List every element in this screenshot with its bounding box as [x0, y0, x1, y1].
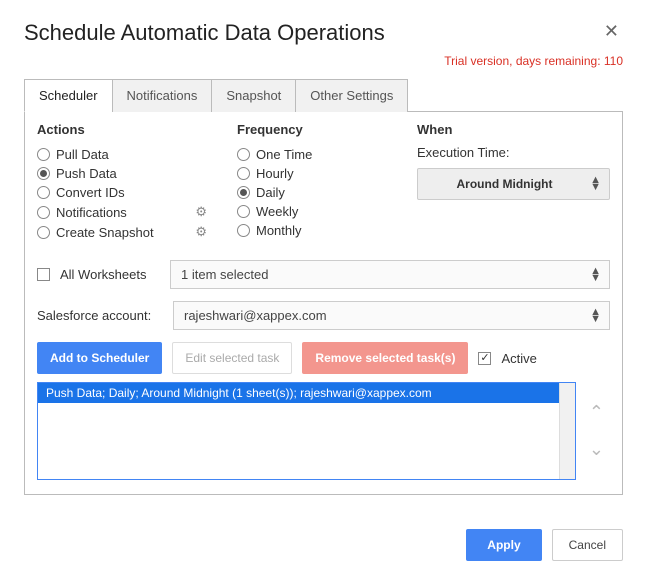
edit-task-button[interactable]: Edit selected task: [172, 342, 292, 374]
dialog-footer: Apply Cancel: [0, 515, 647, 561]
close-icon[interactable]: ✕: [600, 20, 623, 42]
worksheets-row: All Worksheets 1 item selected ▲▼: [37, 260, 610, 289]
actions-heading: Actions: [37, 122, 237, 137]
salesforce-label: Salesforce account:: [37, 308, 163, 323]
tab-snapshot[interactable]: Snapshot: [211, 79, 296, 112]
radio-icon: [237, 224, 250, 237]
task-listbox[interactable]: Push Data; Daily; Around Midnight (1 she…: [37, 382, 576, 480]
active-label: Active: [501, 351, 536, 366]
execution-time-value: Around Midnight: [457, 177, 553, 191]
action-label: Pull Data: [56, 147, 109, 162]
radio-icon: [237, 167, 250, 180]
salesforce-account-select[interactable]: rajeshwari@xappex.com ▲▼: [173, 301, 610, 330]
freq-label: Daily: [256, 185, 285, 200]
when-column: When Execution Time: Around Midnight ▲▼: [417, 122, 610, 242]
reorder-controls: ⌃ ⌄: [589, 402, 604, 460]
radio-icon: [237, 205, 250, 218]
task-list-wrapper: Push Data; Daily; Around Midnight (1 she…: [37, 382, 576, 480]
action-convert-ids[interactable]: Convert IDs: [37, 183, 237, 202]
task-list-inner: Push Data; Daily; Around Midnight (1 she…: [38, 383, 559, 479]
radio-icon: [37, 206, 50, 219]
salesforce-row: Salesforce account: rajeshwari@xappex.co…: [37, 301, 610, 330]
freq-label: One Time: [256, 147, 312, 162]
action-label: Push Data: [56, 166, 117, 181]
actions-column: Actions Pull Data Push Data Convert IDs …: [37, 122, 237, 242]
trial-notice: Trial version, days remaining: 110: [24, 54, 623, 68]
cancel-button[interactable]: Cancel: [552, 529, 623, 561]
active-checkbox[interactable]: [478, 352, 491, 365]
tab-bar: Scheduler Notifications Snapshot Other S…: [24, 78, 623, 112]
tab-other-settings[interactable]: Other Settings: [295, 79, 408, 112]
move-down-icon[interactable]: ⌄: [589, 439, 604, 460]
radio-icon: [37, 186, 50, 199]
remove-task-button[interactable]: Remove selected task(s): [302, 342, 468, 374]
freq-label: Monthly: [256, 223, 302, 238]
all-worksheets-label: All Worksheets: [60, 267, 160, 282]
frequency-heading: Frequency: [237, 122, 417, 137]
gear-icon[interactable]: ⚙: [195, 224, 207, 240]
dialog: Schedule Automatic Data Operations ✕ Tri…: [0, 0, 647, 515]
radio-icon: [237, 148, 250, 161]
add-to-scheduler-button[interactable]: Add to Scheduler: [37, 342, 162, 374]
updown-icon: ▲▼: [590, 268, 601, 282]
salesforce-value: rajeshwari@xappex.com: [184, 308, 327, 323]
task-buttons-row: Add to Scheduler Edit selected task Remo…: [37, 342, 610, 374]
radio-icon: [37, 226, 50, 239]
worksheets-value: 1 item selected: [181, 267, 268, 282]
tab-scheduler[interactable]: Scheduler: [24, 79, 113, 112]
updown-icon: ▲▼: [590, 177, 601, 191]
action-notifications[interactable]: Notifications ⚙: [37, 202, 237, 222]
scrollbar[interactable]: [559, 383, 575, 479]
action-push-data[interactable]: Push Data: [37, 164, 237, 183]
execution-time-label: Execution Time:: [417, 145, 610, 160]
freq-weekly[interactable]: Weekly: [237, 202, 417, 221]
radio-icon: [37, 167, 50, 180]
worksheets-select[interactable]: 1 item selected ▲▼: [170, 260, 610, 289]
freq-daily[interactable]: Daily: [237, 183, 417, 202]
freq-label: Hourly: [256, 166, 294, 181]
when-heading: When: [417, 122, 610, 137]
dialog-title: Schedule Automatic Data Operations: [24, 20, 385, 46]
frequency-column: Frequency One Time Hourly Daily Weekly: [237, 122, 417, 242]
tab-notifications[interactable]: Notifications: [112, 79, 213, 112]
action-label: Notifications: [56, 205, 127, 220]
radio-icon: [37, 148, 50, 161]
gear-icon[interactable]: ⚙: [195, 204, 207, 220]
all-worksheets-checkbox[interactable]: [37, 268, 50, 281]
action-label: Convert IDs: [56, 185, 125, 200]
dialog-header: Schedule Automatic Data Operations ✕: [24, 20, 623, 46]
freq-label: Weekly: [256, 204, 298, 219]
freq-one-time[interactable]: One Time: [237, 145, 417, 164]
action-label: Create Snapshot: [56, 225, 154, 240]
apply-button[interactable]: Apply: [466, 529, 541, 561]
move-up-icon[interactable]: ⌃: [589, 402, 604, 423]
radio-icon: [237, 186, 250, 199]
freq-monthly[interactable]: Monthly: [237, 221, 417, 240]
action-pull-data[interactable]: Pull Data: [37, 145, 237, 164]
updown-icon: ▲▼: [590, 309, 601, 323]
action-create-snapshot[interactable]: Create Snapshot ⚙: [37, 222, 237, 242]
freq-hourly[interactable]: Hourly: [237, 164, 417, 183]
scheduler-panel: Actions Pull Data Push Data Convert IDs …: [24, 112, 623, 495]
execution-time-select[interactable]: Around Midnight ▲▼: [417, 168, 610, 200]
task-list-item[interactable]: Push Data; Daily; Around Midnight (1 she…: [38, 383, 559, 403]
